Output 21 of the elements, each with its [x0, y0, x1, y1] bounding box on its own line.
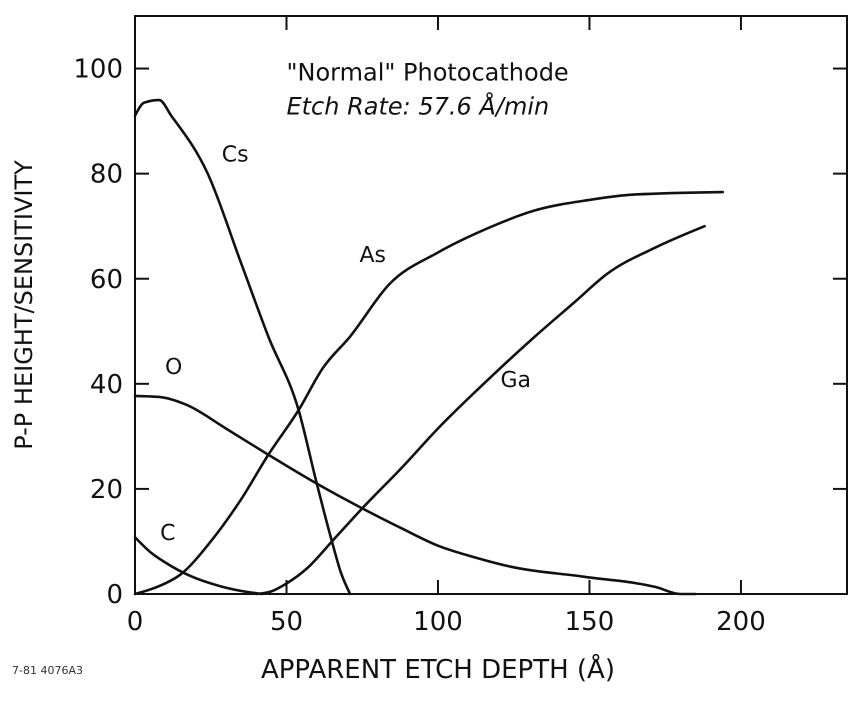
series-label: Cs: [222, 142, 249, 168]
x-tick-label: 0: [126, 607, 144, 637]
x-tick-label: 100: [413, 607, 463, 637]
y-tick-label: 100: [73, 54, 123, 85]
y-tick-label: 60: [90, 264, 123, 295]
text: Etch Rate: 57.6 Å/min: [286, 92, 550, 121]
y-axis-title: P-P HEIGHT/SENSITIVITY: [10, 160, 38, 450]
text: "Normal" Photocathode: [286, 58, 569, 87]
series-label: C: [160, 520, 176, 546]
x-tick-label: 200: [716, 607, 766, 637]
text: 7-81 4076A3: [12, 664, 83, 677]
series-label: Ga: [500, 368, 531, 394]
x-axis-title: APPARENT ETCH DEPTH (Å): [260, 653, 615, 685]
y-tick-label: 40: [90, 370, 123, 400]
x-tick-label: 50: [270, 607, 304, 637]
y-tick-label: 0: [106, 580, 123, 610]
series-label: As: [360, 242, 386, 268]
series-label: O: [165, 354, 182, 380]
y-tick-label: 80: [90, 160, 123, 190]
x-tick-label: 150: [564, 607, 614, 637]
y-tick-label: 20: [90, 475, 123, 506]
